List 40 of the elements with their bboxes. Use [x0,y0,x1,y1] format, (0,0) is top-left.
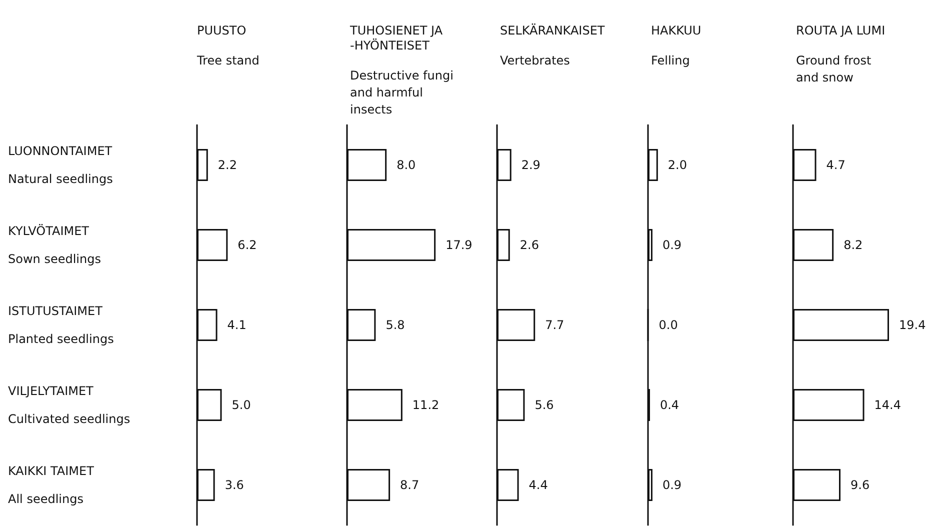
data-label: 9.6 [850,478,870,492]
data-label: 17.9 [446,238,472,252]
data-label: 5.8 [386,318,405,332]
data-label: 5.0 [232,398,251,412]
data-label: 7.7 [545,318,564,332]
chart-title: SELKÄRANKAISET [500,24,606,38]
data-label: 3.6 [224,478,244,492]
chart-title: ROUTA JA LUMI [796,24,886,38]
chart-subtitle: Ground frost and snow [796,54,872,84]
y-tick-label: KAIKKI TAIMET All seedlings [8,464,95,506]
data-label: 8.0 [396,158,416,172]
data-label: 2.9 [521,158,540,172]
data-label: 19.4 [899,318,926,332]
data-label: 0.9 [662,478,682,492]
data-label: 8.7 [400,478,420,492]
y-tick-label: LUONNONTAIMET Natural seedlings [8,144,113,186]
data-label: 2.2 [218,158,237,172]
data-label: 4.7 [826,158,846,172]
data-label: 0.0 [658,318,678,332]
data-label: 2.0 [668,158,687,172]
data-label: 4.4 [528,478,548,492]
chart-title: TUHOSIENET JA -HYÖNTEISET [349,24,444,52]
data-label: 0.9 [662,238,682,252]
chart-subtitle: Vertebrates [500,54,570,68]
data-label: 2.6 [520,238,539,252]
chart-subtitle: Destructive fungi and harmful insects [350,68,454,116]
data-label: 5.6 [534,398,554,412]
data-label: 11.2 [412,398,440,412]
chart-title: PUUSTO [197,24,246,38]
chart-subtitle: Felling [651,54,690,68]
data-label: 4.1 [227,318,246,332]
chart-title: HAKKUU [651,24,702,38]
data-label: 8.2 [844,238,863,252]
y-tick-label: ISTUTUSTAIMET Planted seedlings [8,304,114,346]
data-label: 0.4 [660,398,680,412]
data-label: 6.2 [238,238,257,252]
y-tick-label: VILJELYTAIMET Cultivated seedlings [8,384,130,426]
y-tick-label: KYLVÖTAIMET Sown seedlings [8,224,101,266]
data-label: 14.4 [874,398,901,412]
chart-subtitle: Tree stand [196,54,260,68]
